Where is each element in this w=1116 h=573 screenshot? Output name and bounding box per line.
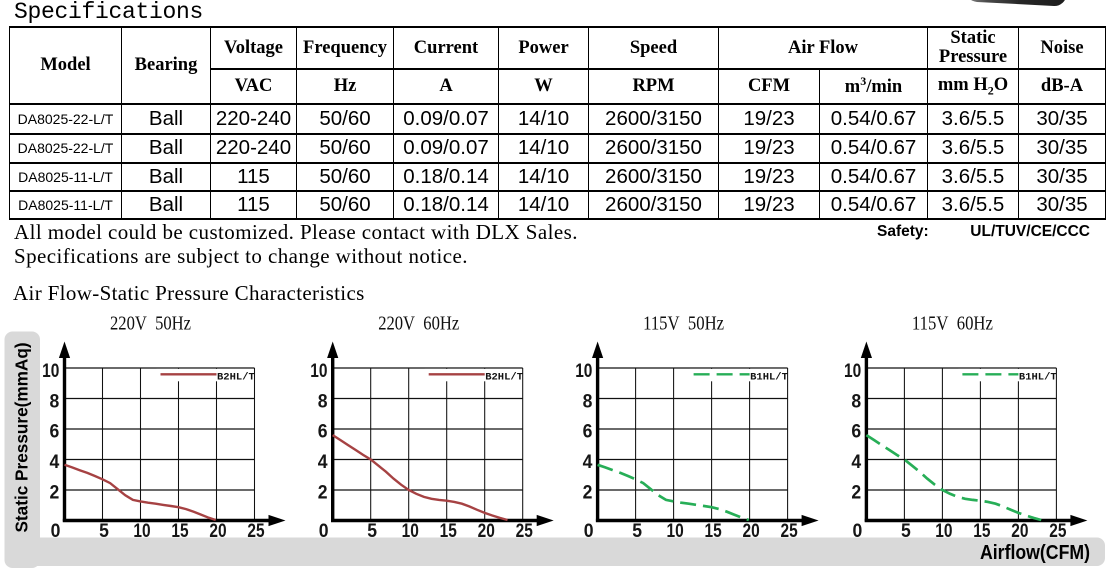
svg-text:20: 20 [1011,520,1028,542]
svg-text:5: 5 [901,520,911,542]
svg-text:25: 25 [1049,520,1066,542]
svg-text:10: 10 [667,520,684,542]
svg-text:20: 20 [209,520,226,542]
svg-text:8: 8 [318,390,328,412]
svg-text:2: 2 [318,482,328,504]
svg-text:6: 6 [583,421,593,443]
svg-text:220V 60Hz: 220V 60Hz [378,314,459,335]
svg-text:25: 25 [516,520,533,542]
svg-text:0: 0 [584,520,594,542]
svg-text:15: 15 [440,520,457,542]
svg-text:15: 15 [973,520,990,542]
svg-text:6: 6 [318,421,328,443]
svg-text:115V 50Hz: 115V 50Hz [643,314,724,335]
svg-text:5: 5 [367,520,377,542]
svg-text:5: 5 [99,520,109,542]
svg-text:4: 4 [851,451,861,473]
svg-text:10: 10 [575,360,592,382]
svg-text:10: 10 [310,360,327,382]
svg-text:10: 10 [133,520,150,542]
svg-text:15: 15 [705,520,722,542]
svg-text:10: 10 [844,360,861,382]
svg-text:Static Pressure(mmAq): Static Pressure(mmAq) [12,342,32,532]
svg-text:B2HL/T: B2HL/T [217,372,255,384]
svg-text:10: 10 [935,520,952,542]
svg-text:4: 4 [318,451,328,473]
svg-text:B2HL/T: B2HL/T [485,372,523,384]
svg-text:8: 8 [50,390,60,412]
svg-text:B1HL/T: B1HL/T [750,372,788,384]
svg-text:2: 2 [50,482,60,504]
svg-text:6: 6 [50,421,60,443]
svg-text:20: 20 [478,520,495,542]
svg-text:10: 10 [402,520,419,542]
svg-text:115V 60Hz: 115V 60Hz [912,314,993,335]
svg-text:8: 8 [851,390,861,412]
svg-text:4: 4 [50,451,60,473]
svg-text:4: 4 [583,451,593,473]
svg-text:0: 0 [51,520,61,542]
svg-text:220V 50Hz: 220V 50Hz [110,314,191,335]
svg-text:B1HL/T: B1HL/T [1019,372,1057,384]
svg-text:20: 20 [743,520,760,542]
svg-text:2: 2 [583,482,593,504]
svg-text:8: 8 [583,390,593,412]
svg-text:2: 2 [851,482,861,504]
svg-text:10: 10 [42,360,59,382]
svg-text:6: 6 [851,421,861,443]
svg-text:0: 0 [853,520,863,542]
svg-text:0: 0 [319,520,329,542]
svg-text:5: 5 [632,520,642,542]
svg-text:15: 15 [171,520,188,542]
svg-text:Airflow(CFM): Airflow(CFM) [980,542,1090,564]
svg-text:25: 25 [781,520,798,542]
svg-text:25: 25 [247,520,264,542]
